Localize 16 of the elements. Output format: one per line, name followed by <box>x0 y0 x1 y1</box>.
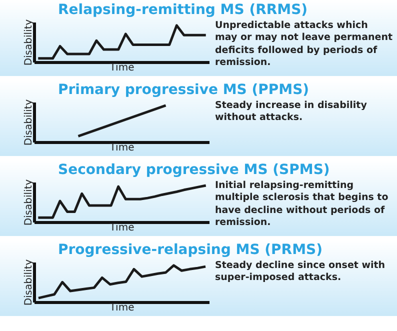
x-axis-title: Time <box>108 142 134 154</box>
text: Unpredictable attacks which may or may not leave permanent deficits followed by periods of remission. <box>215 20 393 70</box>
chart-title: Relapsing-remitting MS (RRMS) <box>58 1 308 20</box>
chart-title: Secondary progressive MS (SPMS) <box>58 161 330 180</box>
y-axis-title: Disability <box>24 179 34 226</box>
text: Steady decline since onset with super-imposed attacks. <box>215 260 386 285</box>
y-axis-title: Disability <box>24 259 34 306</box>
chart-title: Primary progressive MS (PPMS) <box>58 81 310 100</box>
x-axis-title: Time <box>108 302 134 314</box>
x-axis-title: Time <box>108 62 134 74</box>
y-axis-title: Disability <box>24 19 34 66</box>
chart-title: Progressive-relapsing MS (PRMS) <box>58 241 323 260</box>
text: Initial relapsing-remitting multiple sclerosis that begins to have decline without periods of remission. <box>215 180 390 230</box>
x-axis-title: Time <box>108 222 134 234</box>
y-axis-title: Disability <box>24 99 34 146</box>
text: Steady increase in disability without attacks. <box>215 100 368 125</box>
